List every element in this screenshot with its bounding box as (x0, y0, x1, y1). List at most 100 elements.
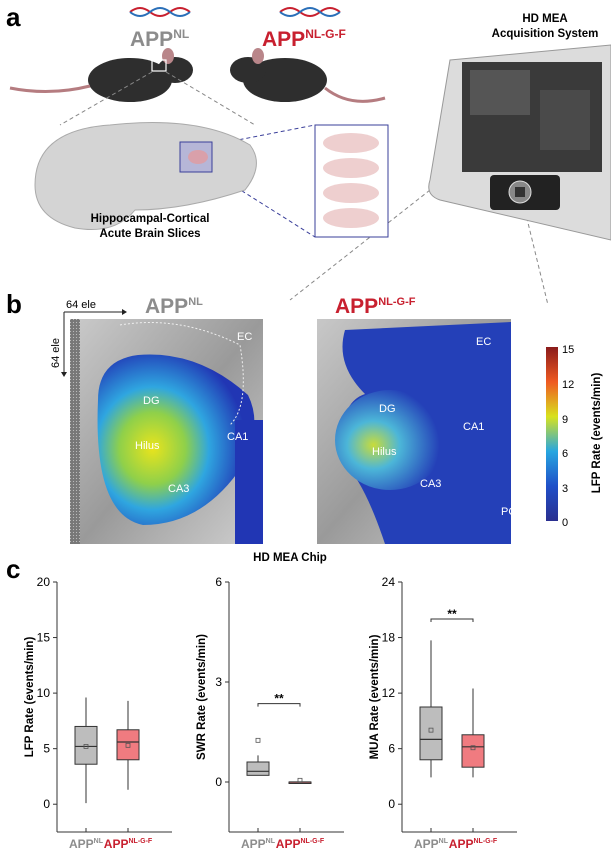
y-tick-label: 12 (382, 686, 396, 700)
mean-marker (428, 727, 434, 733)
category-label-sup: NL (439, 838, 449, 845)
mean-marker (255, 737, 261, 743)
region-label: DG (379, 403, 396, 415)
map-title-nlgf: APPNL-G-F (335, 295, 416, 318)
category-label-base: APP (276, 837, 301, 850)
slices-caption-line2: Acute Brain Slices (100, 228, 201, 240)
panel-letter-c: c (6, 554, 20, 584)
colorbar-tick: 0 (562, 517, 568, 529)
category-label: APPNL (414, 837, 449, 850)
axis-y-electrodes-label: 64 ele (50, 338, 62, 368)
mean-marker (125, 742, 131, 748)
y-tick-label: 6 (388, 742, 395, 756)
system-title-line2: Acquisition System (492, 28, 599, 40)
category-label-sup: NL-G-F (473, 838, 497, 845)
mean-marker (83, 744, 89, 749)
box (116, 729, 140, 761)
colorbar-tick: 6 (562, 448, 568, 460)
map-title-nl: APPNL (145, 295, 203, 318)
mouse-nl-illustration (9, 48, 193, 102)
category-label: APPNL-G-F (104, 837, 153, 850)
y-tick-label: 0 (215, 775, 222, 789)
category-label-sup: NL (266, 838, 276, 845)
region-labels-nlgf: EC DG Hilus CA1 CA3 PC (372, 336, 516, 518)
colorbar-tick: 9 (562, 414, 568, 426)
y-tick-label: 5 (43, 742, 50, 756)
colorbar-ticks: 15 12 9 6 3 0 (562, 344, 574, 529)
y-tick-label: 15 (37, 631, 51, 645)
category-label-sup: NL (94, 838, 104, 845)
genotype-label-nlgf: APPNL-G-F (262, 27, 346, 51)
y-tick-label: 24 (382, 575, 396, 589)
lfp-heatmap-nlgf (317, 319, 511, 544)
category-label: APPNL-G-F (449, 837, 498, 850)
box (419, 706, 443, 761)
slices-caption-line1: Hippocampal-Cortical (91, 213, 210, 225)
region-label: Hilus (135, 440, 160, 452)
y-tick-label: 3 (215, 675, 222, 689)
y-tick-label: 18 (382, 631, 396, 645)
category-label-base: APP (104, 837, 129, 850)
chip-caption: HD MEA Chip (253, 552, 327, 564)
y-axis-label: MUA Rate (events/min) (369, 634, 381, 759)
region-label: EC (237, 331, 252, 343)
region-label: CA3 (420, 478, 441, 490)
genotype-label-nl: APPNL (130, 27, 189, 51)
category-label: APPNL-G-F (276, 837, 325, 850)
box (74, 725, 98, 765)
colorbar-label: LFP Rate (events/min) (591, 373, 603, 494)
significance-bracket (257, 703, 301, 707)
category-label-base: APP (69, 837, 94, 850)
y-tick-label: 10 (37, 686, 51, 700)
y-tick-label: 6 (215, 575, 222, 589)
colorbar-tick: 3 (562, 483, 568, 495)
colorbar-tick: 12 (562, 379, 574, 391)
box (461, 734, 485, 768)
y-tick-label: 0 (388, 797, 395, 811)
region-label: Hilus (372, 446, 397, 458)
y-axis-label: LFP Rate (events/min) (24, 637, 36, 758)
region-label: CA1 (463, 421, 484, 433)
box (246, 761, 270, 776)
brain-sagittal-illustration (34, 122, 257, 231)
category-label-sup: NL-G-F (300, 838, 324, 845)
mean-marker (297, 777, 303, 783)
system-title-line1: HD MEA (522, 13, 567, 25)
significance-bracket (430, 618, 474, 623)
mouse-nlgf-illustration (230, 48, 386, 103)
region-labels-nl: EC DG Hilus CA1 CA3 PC (135, 331, 283, 509)
region-label: CA3 (168, 483, 189, 495)
region-label: EC (476, 336, 491, 348)
brain-slices-inset (314, 124, 389, 238)
y-tick-label: 0 (43, 797, 50, 811)
mea-acquisition-system-photo (428, 44, 611, 241)
region-label: CA1 (227, 431, 248, 443)
lfp-heatmap-nl (70, 319, 263, 544)
category-label-base: APP (241, 837, 266, 850)
category-label: APPNL (69, 837, 104, 850)
panel-letter-a: a (6, 2, 21, 32)
region-label: PC (268, 497, 283, 509)
panel-letter-b: b (6, 289, 22, 319)
region-label: DG (143, 395, 160, 407)
dna-icon (279, 7, 341, 17)
significance-label: ** (447, 607, 457, 621)
mean-marker (470, 745, 476, 751)
axis-x-electrodes-label: 64 ele (66, 299, 96, 311)
region-label: PC (501, 506, 516, 518)
category-label: APPNL (241, 837, 276, 850)
category-label-base: APP (449, 837, 474, 850)
colorbar (546, 347, 558, 521)
y-tick-label: 20 (37, 575, 51, 589)
y-axis-label: SWR Rate (events/min) (196, 634, 208, 760)
category-label-sup: NL-G-F (128, 838, 152, 845)
dna-icon (129, 7, 191, 17)
category-label-base: APP (414, 837, 439, 850)
significance-label: ** (274, 692, 284, 706)
colorbar-tick: 15 (562, 344, 574, 356)
